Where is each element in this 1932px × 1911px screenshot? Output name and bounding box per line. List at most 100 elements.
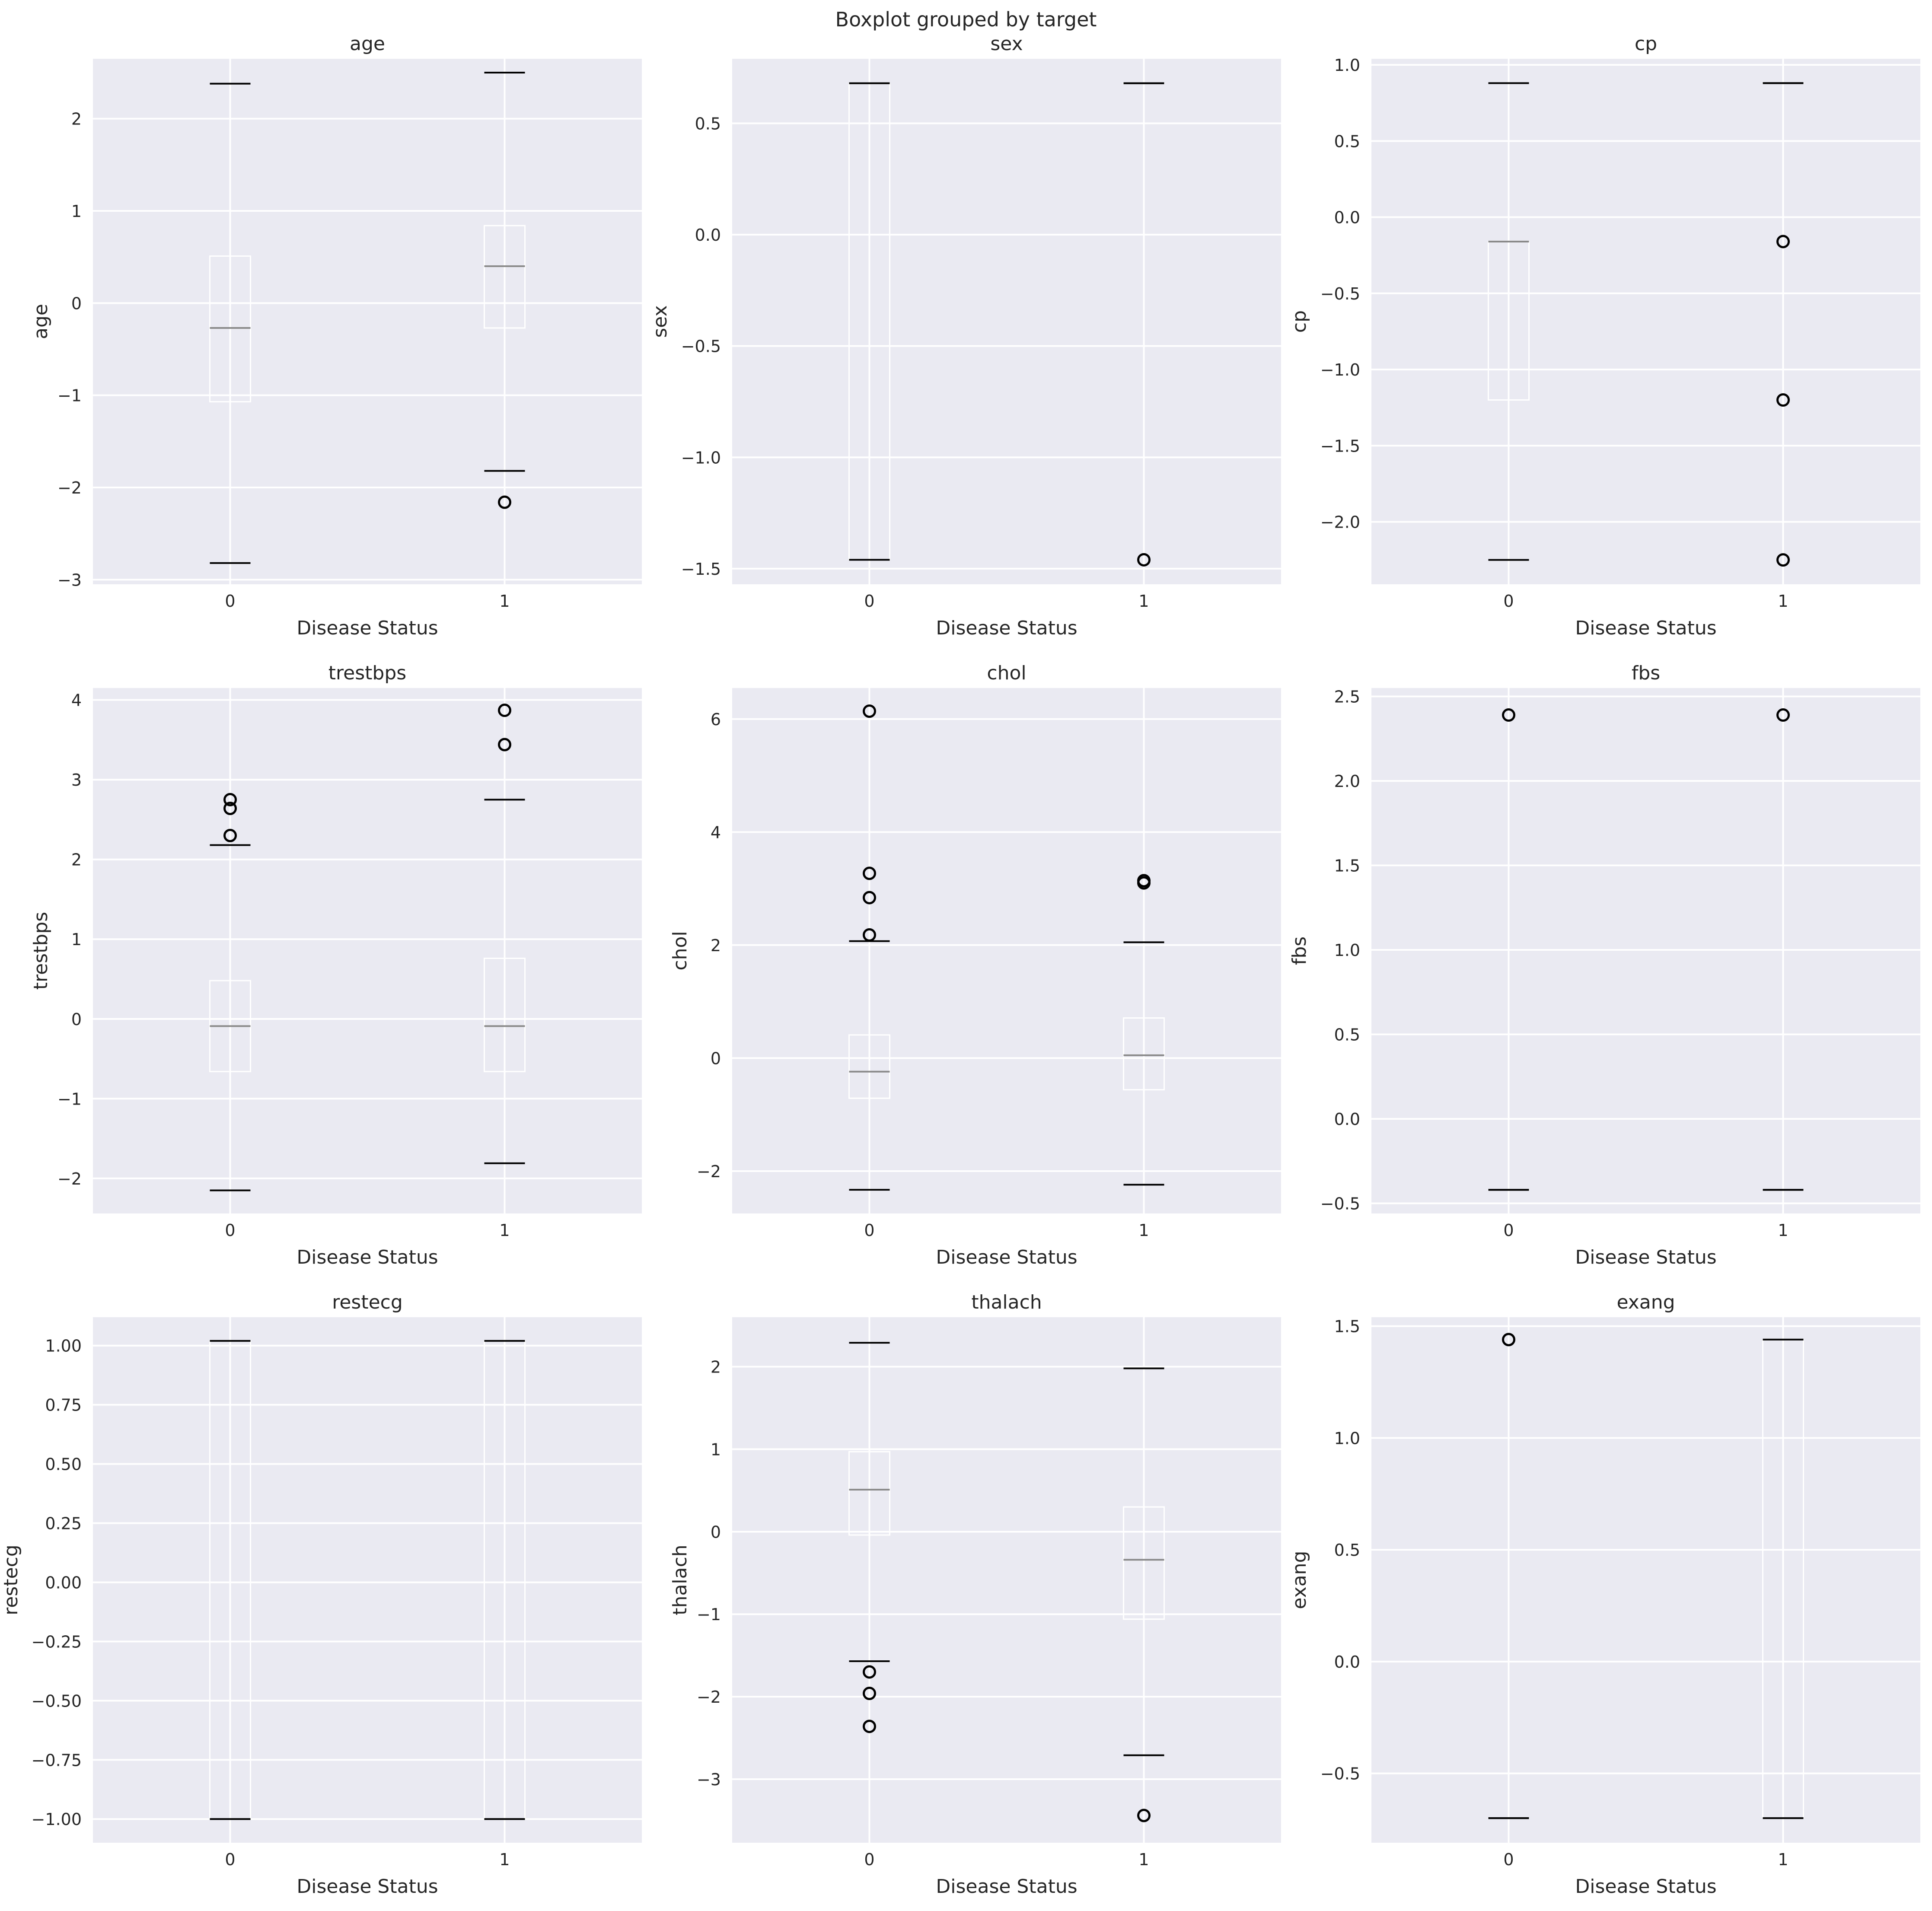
x-tick-label: 1 [1778,1221,1788,1240]
flier-point [498,738,511,752]
y-tick-label: 1.00 [45,1337,82,1356]
y-tick-label: 1 [71,202,82,221]
x-axis-label: Disease Status [936,1246,1077,1268]
y-tick-label: 1.5 [1334,857,1360,876]
y-tick-label: 0 [711,1522,721,1542]
y-tick-label: −0.50 [32,1691,82,1710]
flier-point [498,704,511,717]
y-tick-label: −0.75 [32,1751,82,1770]
flier-point [1502,1333,1515,1347]
y-tick-label: 0.5 [695,114,721,133]
flier-point [498,495,511,509]
y-tick-label: 0 [71,1010,82,1029]
y-tick-label: 2 [711,1358,721,1377]
y-tick-label: 0.5 [1334,1026,1360,1045]
flier-point [1776,708,1790,722]
box-0 [209,83,251,564]
y-tick-label: −1.5 [681,560,721,579]
box-1 [1123,82,1165,567]
plot-area [732,59,1281,584]
subplot-title: chol [987,662,1026,684]
box-iqr [848,1451,890,1536]
box-1 [1123,1367,1165,1822]
y-tick-label: 2.5 [1334,688,1360,707]
box-1 [484,1340,526,1820]
flier-point [863,891,876,905]
plot-area [732,1317,1281,1843]
y-tick-label: 0 [711,1049,721,1068]
box-0 [1488,1333,1530,1819]
x-tick-label: 0 [225,1221,235,1240]
subplot-title: restecg [332,1291,403,1313]
box-1 [1762,82,1804,567]
flier-point [1502,708,1515,722]
flier-point [1776,553,1790,567]
subplot-sex: −1.5 −1.0 −0.5 0.0 0.5 0 1 sex Disease Status sex [649,33,1281,639]
y-tick-label: 0.00 [45,1573,82,1592]
y-tick-label: −1 [57,1089,82,1108]
y-tick-label: −1.0 [1320,360,1360,379]
x-tick-label: 1 [499,1850,510,1869]
y-tick-label: 2 [71,110,82,129]
y-tick-label: 0.75 [45,1396,82,1415]
subplot-title: fbs [1632,662,1660,684]
flier-point [863,704,876,718]
x-axis-label: Disease Status [1575,1246,1716,1268]
y-tick-label: 2.0 [1334,772,1360,791]
box-1 [1123,874,1165,1186]
x-tick-label: 1 [1138,1850,1149,1869]
x-tick-label: 0 [864,592,874,611]
y-tick-label: −1.0 [681,448,721,467]
y-tick-label: 4 [71,691,82,710]
y-tick-label: −3 [57,570,82,589]
y-tick-label: −1 [697,1605,721,1624]
y-tick-label: −2 [697,1162,721,1181]
x-axis-label: Disease Status [296,617,438,639]
y-tick-label: 1.0 [1334,56,1360,75]
flier-point [863,928,876,942]
subplot-title: sex [990,33,1023,55]
y-axis-label: fbs [1288,936,1310,965]
y-tick-label: −0.5 [681,337,721,356]
y-tick-label: 2 [71,850,82,870]
x-axis-label: Disease Status [936,617,1077,639]
subplot-fbs: −0.5 0.0 0.5 1.0 1.5 2.0 2.5 0 1 fbs Disease Statu… [1288,662,1920,1268]
flier-point [223,793,237,806]
x-tick-label: 1 [1778,592,1788,611]
box-0 [848,1342,890,1733]
y-tick-label: 0.50 [45,1455,82,1474]
plot-area [732,688,1281,1213]
box-1 [484,704,526,1164]
box-1 [1762,1338,1804,1819]
y-tick-label: −0.25 [32,1632,82,1651]
y-axis-label: cp [1288,310,1310,333]
subplot-age: −3 −2 −1 0 1 2 0 1 age Disease Status age [30,33,642,639]
x-axis-label: Disease Status [1575,1876,1716,1898]
x-tick-label: 0 [1503,1221,1514,1240]
y-tick-label: 1.0 [1334,1429,1360,1448]
y-axis-label: sex [649,305,671,338]
plot-area [1371,59,1920,584]
flier-point [1137,553,1151,567]
x-tick-label: 0 [225,1850,235,1869]
flier-point [1776,393,1790,407]
flier-point [1137,1809,1151,1822]
y-axis-label: chol [669,931,691,970]
x-tick-label: 1 [499,592,510,611]
y-tick-label: 3 [71,771,82,790]
subplot-title: age [350,33,385,55]
y-tick-label: 1 [71,930,82,949]
box-iqr [1123,1506,1165,1620]
y-tick-label: 0.5 [1334,132,1360,151]
x-axis-label: Disease Status [296,1876,438,1898]
x-tick-label: 1 [1138,592,1149,611]
y-axis-label: thalach [669,1545,691,1615]
subplot-cp: −2.0 −1.5 −1.0 −0.5 0.0 0.5 1.0 0 1 cp Disease Sta… [1288,33,1920,639]
y-tick-label: −0.5 [1320,1764,1360,1784]
y-tick-label: 1.5 [1334,1317,1360,1336]
box-1 [1762,708,1804,1191]
x-tick-label: 1 [1138,1221,1149,1240]
flier-point [863,1665,876,1679]
y-axis-label: trestbps [30,912,52,990]
y-tick-label: 0.25 [45,1514,82,1533]
